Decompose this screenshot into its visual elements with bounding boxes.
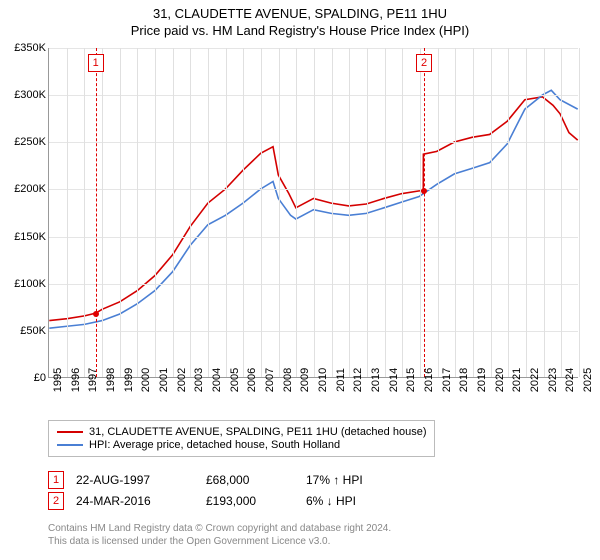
y-axis-label: £0	[34, 372, 46, 384]
x-axis-label: 2017	[441, 368, 453, 392]
x-axis-label: 1997	[87, 368, 99, 392]
x-axis-label: 2021	[511, 368, 523, 392]
x-axis-label: 2004	[211, 368, 223, 392]
gridline-vertical	[579, 48, 580, 377]
gridline-vertical	[526, 48, 527, 377]
gridline-vertical	[385, 48, 386, 377]
gridline-vertical	[208, 48, 209, 377]
gridline-vertical	[491, 48, 492, 377]
x-axis-label: 2000	[140, 368, 152, 392]
gridline-vertical	[438, 48, 439, 377]
gridline-vertical	[102, 48, 103, 377]
sale-price: £193,000	[206, 494, 306, 508]
y-axis-label: £300K	[14, 89, 46, 101]
x-axis-label: 2016	[423, 368, 435, 392]
x-axis-label: 2003	[193, 368, 205, 392]
gridline-vertical	[402, 48, 403, 377]
title-line2: Price paid vs. HM Land Registry's House …	[0, 23, 600, 38]
gridline-vertical	[508, 48, 509, 377]
x-axis-label: 1999	[123, 368, 135, 392]
price-chart: 12	[48, 48, 578, 378]
gridline-vertical	[190, 48, 191, 377]
sale-row: 2 24-MAR-2016 £193,000 6% ↓ HPI	[48, 492, 406, 510]
sale-date: 22-AUG-1997	[76, 473, 206, 487]
legend-label: 31, CLAUDETTE AVENUE, SPALDING, PE11 1HU…	[89, 426, 426, 438]
event-marker-icon	[421, 188, 427, 194]
y-axis-label: £50K	[20, 325, 46, 337]
sale-flag-icon: 1	[48, 471, 64, 489]
gridline-vertical	[561, 48, 562, 377]
legend-label: HPI: Average price, detached house, Sout…	[89, 439, 340, 451]
x-axis-label: 2007	[264, 368, 276, 392]
x-axis-label: 2015	[405, 368, 417, 392]
x-axis-label: 2023	[547, 368, 559, 392]
footer: Contains HM Land Registry data © Crown c…	[48, 522, 391, 548]
x-axis-label: 1998	[105, 368, 117, 392]
gridline-vertical	[120, 48, 121, 377]
x-axis-label: 2008	[282, 368, 294, 392]
x-axis-label: 2005	[229, 368, 241, 392]
sale-date: 24-MAR-2016	[76, 494, 206, 508]
x-axis-label: 2006	[246, 368, 258, 392]
gridline-vertical	[137, 48, 138, 377]
gridline-vertical	[226, 48, 227, 377]
gridline-vertical	[420, 48, 421, 377]
x-axis-label: 2009	[299, 368, 311, 392]
event-marker-icon	[93, 311, 99, 317]
footer-line1: Contains HM Land Registry data © Crown c…	[48, 522, 391, 535]
x-axis-label: 2012	[352, 368, 364, 392]
event-flag-icon: 2	[416, 54, 432, 72]
gridline-vertical	[155, 48, 156, 377]
legend-row: 31, CLAUDETTE AVENUE, SPALDING, PE11 1HU…	[57, 426, 426, 438]
gridline-vertical	[279, 48, 280, 377]
x-axis-label: 2025	[582, 368, 594, 392]
x-axis-label: 2013	[370, 368, 382, 392]
gridline-vertical	[314, 48, 315, 377]
x-axis-label: 1995	[52, 368, 64, 392]
gridline-vertical	[473, 48, 474, 377]
x-axis-label: 1996	[70, 368, 82, 392]
sale-hpi: 17% ↑ HPI	[306, 473, 406, 487]
y-axis-label: £100K	[14, 278, 46, 290]
gridline-vertical	[296, 48, 297, 377]
sale-hpi: 6% ↓ HPI	[306, 494, 406, 508]
gridline-vertical	[455, 48, 456, 377]
event-line	[424, 48, 425, 377]
gridline-vertical	[544, 48, 545, 377]
gridline-vertical	[261, 48, 262, 377]
legend: 31, CLAUDETTE AVENUE, SPALDING, PE11 1HU…	[48, 420, 435, 457]
y-axis-label: £350K	[14, 42, 46, 54]
title-line1: 31, CLAUDETTE AVENUE, SPALDING, PE11 1HU	[0, 6, 600, 21]
gridline-vertical	[67, 48, 68, 377]
legend-row: HPI: Average price, detached house, Sout…	[57, 439, 426, 451]
x-axis-label: 2022	[529, 368, 541, 392]
gridline-vertical	[349, 48, 350, 377]
x-axis-label: 2010	[317, 368, 329, 392]
sale-row: 1 22-AUG-1997 £68,000 17% ↑ HPI	[48, 471, 406, 489]
sale-price: £68,000	[206, 473, 306, 487]
gridline-vertical	[243, 48, 244, 377]
gridline-vertical	[367, 48, 368, 377]
gridline-vertical	[84, 48, 85, 377]
x-axis-label: 2002	[176, 368, 188, 392]
x-axis-label: 2011	[335, 368, 347, 392]
sales-table: 1 22-AUG-1997 £68,000 17% ↑ HPI 2 24-MAR…	[48, 468, 406, 513]
x-axis-label: 2020	[494, 368, 506, 392]
y-axis-label: £150K	[14, 231, 46, 243]
event-line	[96, 48, 97, 377]
footer-line2: This data is licensed under the Open Gov…	[48, 535, 391, 548]
gridline-vertical	[332, 48, 333, 377]
x-axis-label: 2014	[388, 368, 400, 392]
x-axis-label: 2024	[564, 368, 576, 392]
x-axis-label: 2018	[458, 368, 470, 392]
legend-swatch	[57, 444, 83, 446]
legend-swatch	[57, 431, 83, 433]
y-axis-label: £250K	[14, 136, 46, 148]
event-flag-icon: 1	[88, 54, 104, 72]
x-axis-label: 2019	[476, 368, 488, 392]
gridline-vertical	[173, 48, 174, 377]
sale-flag-icon: 2	[48, 492, 64, 510]
y-axis-label: £200K	[14, 183, 46, 195]
x-axis-label: 2001	[158, 368, 170, 392]
